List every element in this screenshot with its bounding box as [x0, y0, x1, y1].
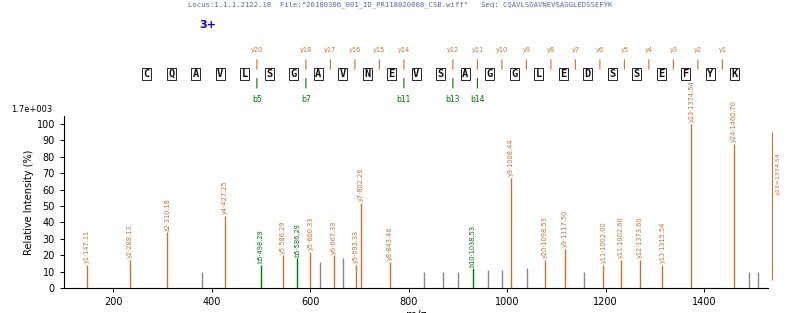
Text: y16: y16 — [349, 47, 361, 53]
Text: G: G — [511, 69, 518, 79]
Text: y20: y20 — [250, 47, 263, 53]
Text: y20·1098.53: y20·1098.53 — [542, 217, 548, 259]
Text: y13·1315.54: y13·1315.54 — [659, 222, 666, 263]
Text: y2: y2 — [694, 47, 702, 53]
Text: 3+: 3+ — [199, 20, 216, 30]
Text: N: N — [364, 69, 370, 79]
Text: S: S — [609, 69, 615, 79]
Text: y1: y1 — [718, 47, 726, 53]
Text: Q: Q — [168, 69, 174, 79]
Text: y24·1460.70: y24·1460.70 — [731, 100, 737, 142]
Text: y23·1374.54: y23·1374.54 — [689, 81, 694, 122]
Text: S: S — [438, 69, 444, 79]
Text: y9·1117.50: y9·1117.50 — [562, 210, 568, 247]
Text: b5: b5 — [252, 95, 262, 104]
Text: 1.7e+003: 1.7e+003 — [11, 105, 53, 114]
Text: b14: b14 — [470, 95, 485, 104]
Text: Y: Y — [707, 69, 714, 79]
Text: y7·802.26: y7·802.26 — [358, 167, 364, 201]
Text: S: S — [266, 69, 272, 79]
Text: y11·1002.00: y11·1002.00 — [600, 222, 606, 263]
Text: A: A — [193, 69, 198, 79]
Text: G: G — [290, 69, 297, 79]
Text: y5: y5 — [620, 47, 629, 53]
Text: y9: y9 — [522, 47, 530, 53]
Text: E: E — [389, 69, 394, 79]
Text: y7: y7 — [571, 47, 579, 53]
Text: L: L — [242, 69, 248, 79]
Text: b11: b11 — [397, 95, 411, 104]
Text: y6·667.33: y6·667.33 — [331, 220, 337, 254]
Text: y3: y3 — [670, 47, 678, 53]
Text: y8·843.46: y8·843.46 — [387, 227, 393, 260]
Text: F: F — [682, 69, 689, 79]
Text: y11·1002.60: y11·1002.60 — [618, 217, 624, 259]
Text: S: S — [634, 69, 640, 79]
Text: V: V — [339, 69, 346, 79]
Text: V: V — [413, 69, 419, 79]
Text: y9·1008.44: y9·1008.44 — [508, 139, 514, 177]
Text: y18: y18 — [300, 47, 312, 53]
Text: V: V — [217, 69, 223, 79]
Text: y12·1373.60: y12·1373.60 — [638, 217, 643, 259]
Text: y6: y6 — [596, 47, 604, 53]
Text: y4·427.25: y4·427.25 — [222, 181, 228, 214]
Text: z2·310.18: z2·310.18 — [165, 198, 170, 231]
Text: y8: y8 — [547, 47, 555, 53]
Text: G: G — [486, 69, 493, 79]
Text: y2·288.13: y2·288.13 — [126, 225, 133, 259]
Text: y4: y4 — [645, 47, 653, 53]
Text: E: E — [560, 69, 566, 79]
Text: y23=1374.54: y23=1374.54 — [776, 152, 781, 195]
Text: K: K — [731, 69, 738, 79]
Text: E: E — [658, 69, 664, 79]
Y-axis label: Relative Intensity (%): Relative Intensity (%) — [24, 149, 34, 254]
Text: y5·600.33: y5·600.33 — [307, 217, 314, 250]
Text: y1·147.11: y1·147.11 — [84, 230, 90, 263]
Text: y5·586.29: y5·586.29 — [280, 220, 286, 254]
Text: A: A — [315, 69, 322, 79]
Text: b5·586.29: b5·586.29 — [294, 223, 300, 257]
Text: C: C — [143, 69, 150, 79]
Text: b7: b7 — [301, 95, 310, 104]
Text: y17: y17 — [324, 47, 337, 53]
Text: y11: y11 — [471, 47, 483, 53]
Text: D: D — [585, 69, 590, 79]
X-axis label: m/z: m/z — [406, 310, 426, 313]
Text: Locus:1.1.1.2122.18  File:"20180306_001_ID_PR118020008_CSB.wiff"   Seq: CQAVLSGA: Locus:1.1.1.2122.18 File:"20180306_001_I… — [188, 2, 612, 8]
Text: L: L — [535, 69, 542, 79]
Text: A: A — [462, 69, 468, 79]
Text: y14: y14 — [398, 47, 410, 53]
Text: y5·693.33: y5·693.33 — [353, 230, 359, 263]
Text: y12: y12 — [446, 47, 459, 53]
Text: b5·498.29: b5·498.29 — [258, 230, 263, 263]
Text: b13: b13 — [446, 95, 460, 104]
Text: y10: y10 — [496, 47, 508, 53]
Text: y15: y15 — [374, 47, 386, 53]
Text: b10·1038.53: b10·1038.53 — [470, 225, 476, 267]
